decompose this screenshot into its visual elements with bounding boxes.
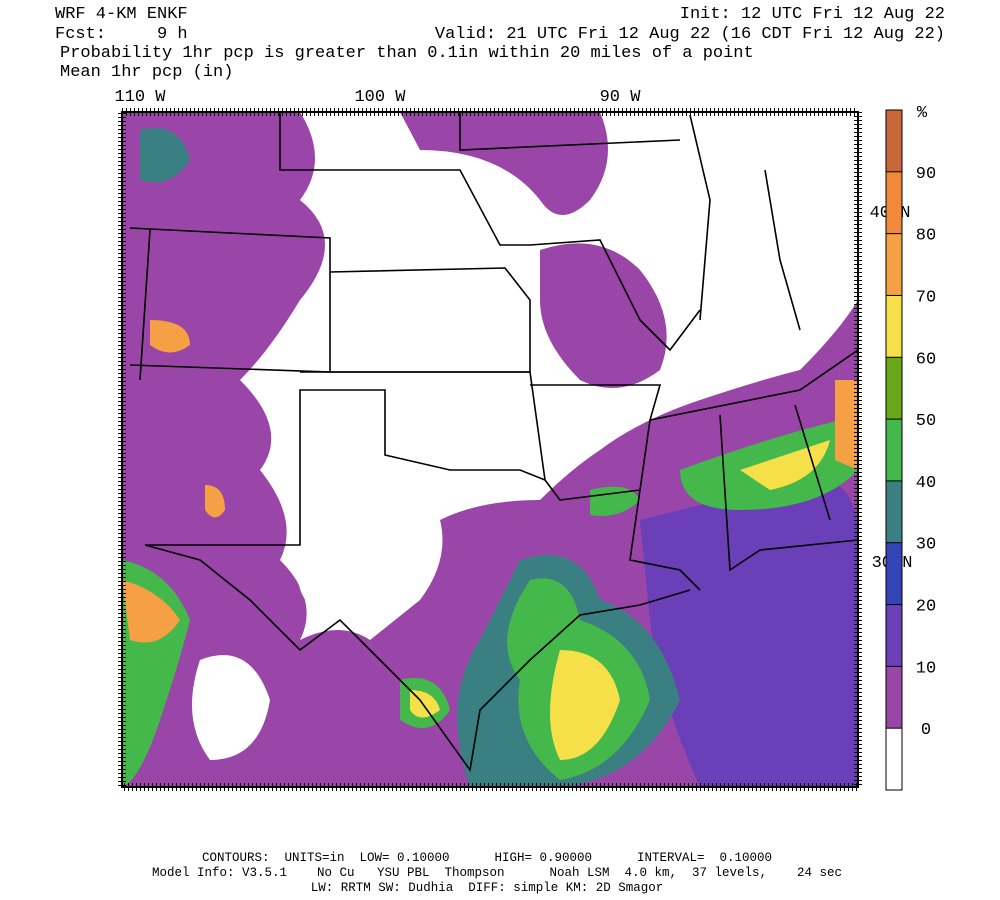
colorbar-tick-label: 70 [916,288,936,307]
colorbar-unit: % [917,104,928,123]
colorbar-tick-label: 20 [916,598,936,617]
state-boundaries [129,112,858,773]
colorbar-segment [886,110,902,172]
map-area [118,108,862,791]
colorbar-segment [886,728,902,790]
footer-model-info: Model Info: V3.5.1 No Cu YSU PBL Thompso… [152,866,842,880]
field-title: Probability 1hr pcp is greater than 0.1i… [60,44,754,63]
colorbar-frame [885,109,903,791]
colorbar-tick-label: 40 [916,474,936,493]
colorbar-segment [886,171,902,234]
frame-ticks [118,108,862,791]
colorbar-tick-label: 60 [916,350,936,369]
init-time: Init: 12 UTC Fri 12 Aug 22 [680,5,945,24]
colorbar-tick-label: 50 [916,412,936,431]
colorbar-segment [886,419,902,481]
colorbar-segment [886,542,902,605]
colorbar-tick-label: 10 [916,659,936,678]
colorbar-segment [886,295,902,358]
model-name: WRF 4-KM ENKF [55,5,188,24]
colorbar-segment [886,604,902,667]
colorbar-segment [886,480,902,543]
footer-contours: CONTOURS: UNITS=in LOW= 0.10000 HIGH= 0.… [202,851,772,865]
precip-field [122,112,858,787]
footer-physics: LW: RRTM SW: Dudhia DIFF: simple KM: 2D … [311,881,664,895]
colorbar-tick-label: 80 [916,227,936,246]
colorbar-tick-label: 90 [916,165,936,184]
valid-time: Valid: 21 UTC Fri 12 Aug 22 (16 CDT Fri … [435,25,945,44]
colorbar-segment [886,666,902,729]
longitude-label: 110 W [114,88,166,107]
overlay-title: Mean 1hr pcp (in) [60,63,233,82]
forecast-hour: Fcst: 9 h [55,25,188,44]
colorbar-segment [886,357,902,420]
colorbar-tick-label: 30 [916,536,936,555]
longitude-label: 90 W [600,88,642,107]
colorbar-segment [886,233,902,296]
longitude-label: 100 W [354,88,406,107]
colorbar: 0 10 20 30 40 50 60 70 80 90 [885,109,936,791]
colorbar-tick-label: 0 [921,721,931,740]
